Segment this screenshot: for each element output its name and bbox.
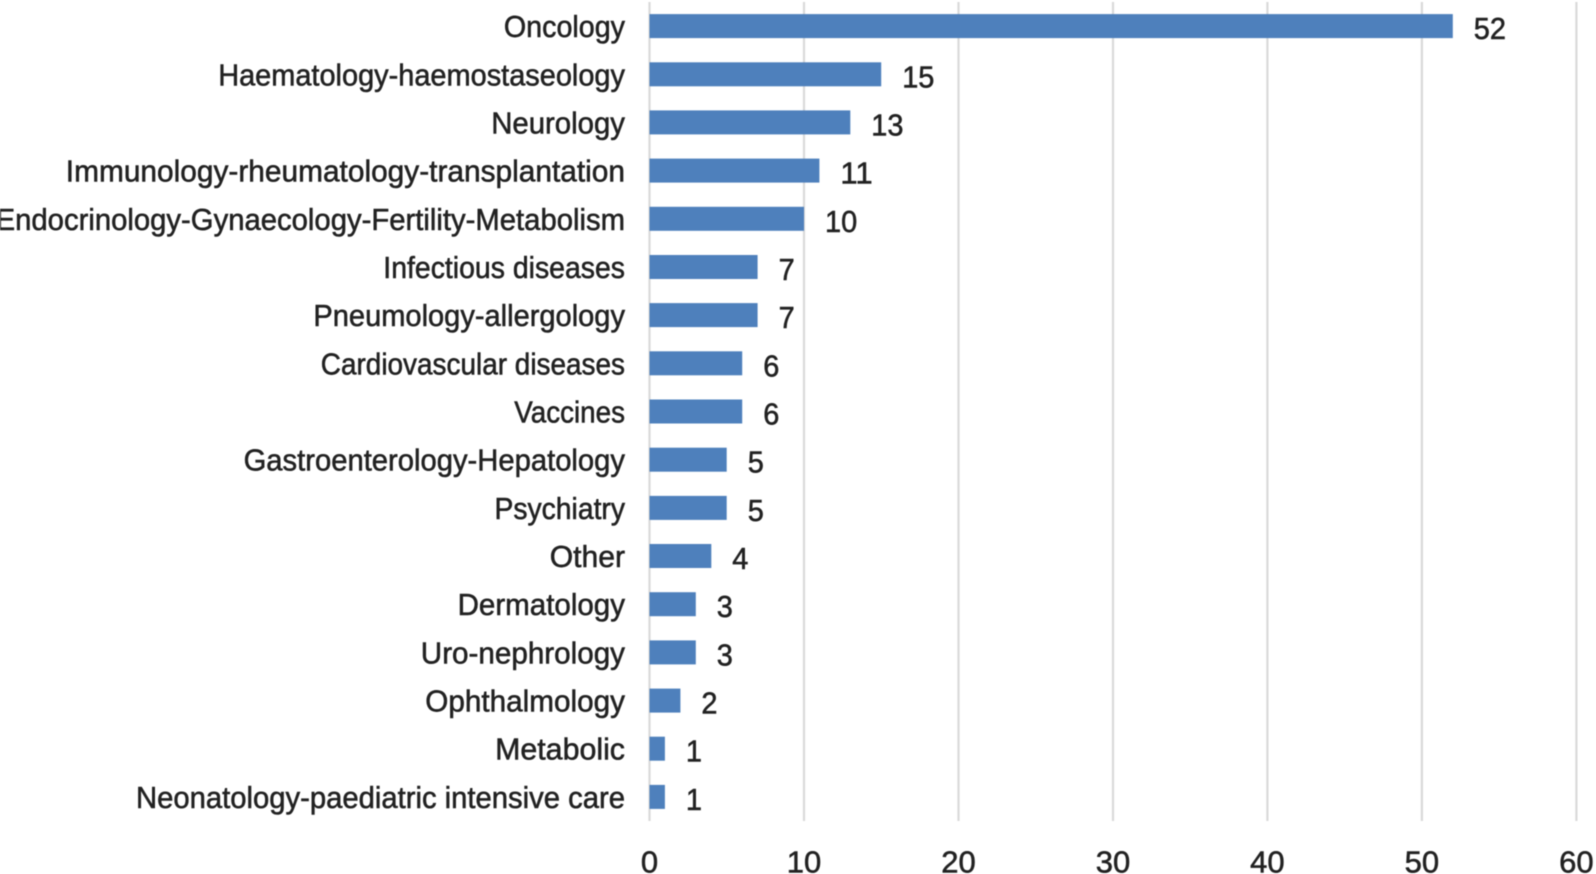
- svg-text:30: 30: [1096, 845, 1130, 874]
- svg-text:3: 3: [717, 637, 733, 672]
- svg-text:13: 13: [871, 107, 903, 142]
- svg-text:Cardiovascular diseases: Cardiovascular diseases: [321, 346, 625, 381]
- svg-text:7: 7: [779, 252, 795, 287]
- svg-text:10: 10: [787, 845, 821, 874]
- svg-text:Vaccines: Vaccines: [514, 395, 625, 430]
- svg-text:Endocrinology-Gynaecology-Fert: Endocrinology-Gynaecology-Fertility-Meta…: [0, 202, 625, 237]
- svg-text:7: 7: [779, 300, 795, 335]
- svg-text:3: 3: [717, 589, 733, 624]
- svg-text:Metabolic: Metabolic: [495, 732, 625, 767]
- svg-text:11: 11: [840, 156, 872, 191]
- svg-text:60: 60: [1559, 845, 1593, 874]
- svg-text:Dermatology: Dermatology: [458, 587, 626, 622]
- svg-text:2: 2: [701, 686, 717, 721]
- svg-text:20: 20: [941, 845, 975, 874]
- svg-text:5: 5: [748, 445, 764, 480]
- svg-text:Infectious diseases: Infectious diseases: [383, 250, 625, 285]
- svg-text:Oncology: Oncology: [504, 9, 626, 44]
- svg-text:10: 10: [825, 204, 857, 239]
- svg-text:5: 5: [748, 493, 764, 528]
- svg-text:Immunology-rheumatology-transp: Immunology-rheumatology-transplantation: [66, 154, 625, 189]
- svg-text:Psychiatry: Psychiatry: [495, 491, 626, 526]
- svg-text:Neurology: Neurology: [491, 105, 625, 140]
- svg-text:52: 52: [1474, 11, 1506, 46]
- svg-text:Neonatology-paediatric intensi: Neonatology-paediatric intensive care: [136, 780, 625, 815]
- svg-text:4: 4: [732, 541, 748, 576]
- svg-text:Other: Other: [550, 539, 625, 574]
- svg-text:1: 1: [686, 734, 702, 769]
- svg-text:Pneumology-allergology: Pneumology-allergology: [313, 298, 625, 333]
- svg-text:15: 15: [902, 59, 934, 94]
- svg-text:50: 50: [1405, 845, 1439, 874]
- svg-text:6: 6: [763, 348, 779, 383]
- svg-text:6: 6: [763, 397, 779, 432]
- svg-text:40: 40: [1250, 845, 1284, 874]
- svg-text:Ophthalmology: Ophthalmology: [425, 684, 625, 719]
- svg-text:Haematology-haemostaseology: Haematology-haemostaseology: [218, 57, 625, 92]
- svg-text:0: 0: [641, 845, 658, 874]
- svg-text:Uro-nephrology: Uro-nephrology: [421, 635, 626, 670]
- svg-text:1: 1: [686, 782, 702, 817]
- svg-text:Gastroenterology-Hepatology: Gastroenterology-Hepatology: [244, 443, 626, 478]
